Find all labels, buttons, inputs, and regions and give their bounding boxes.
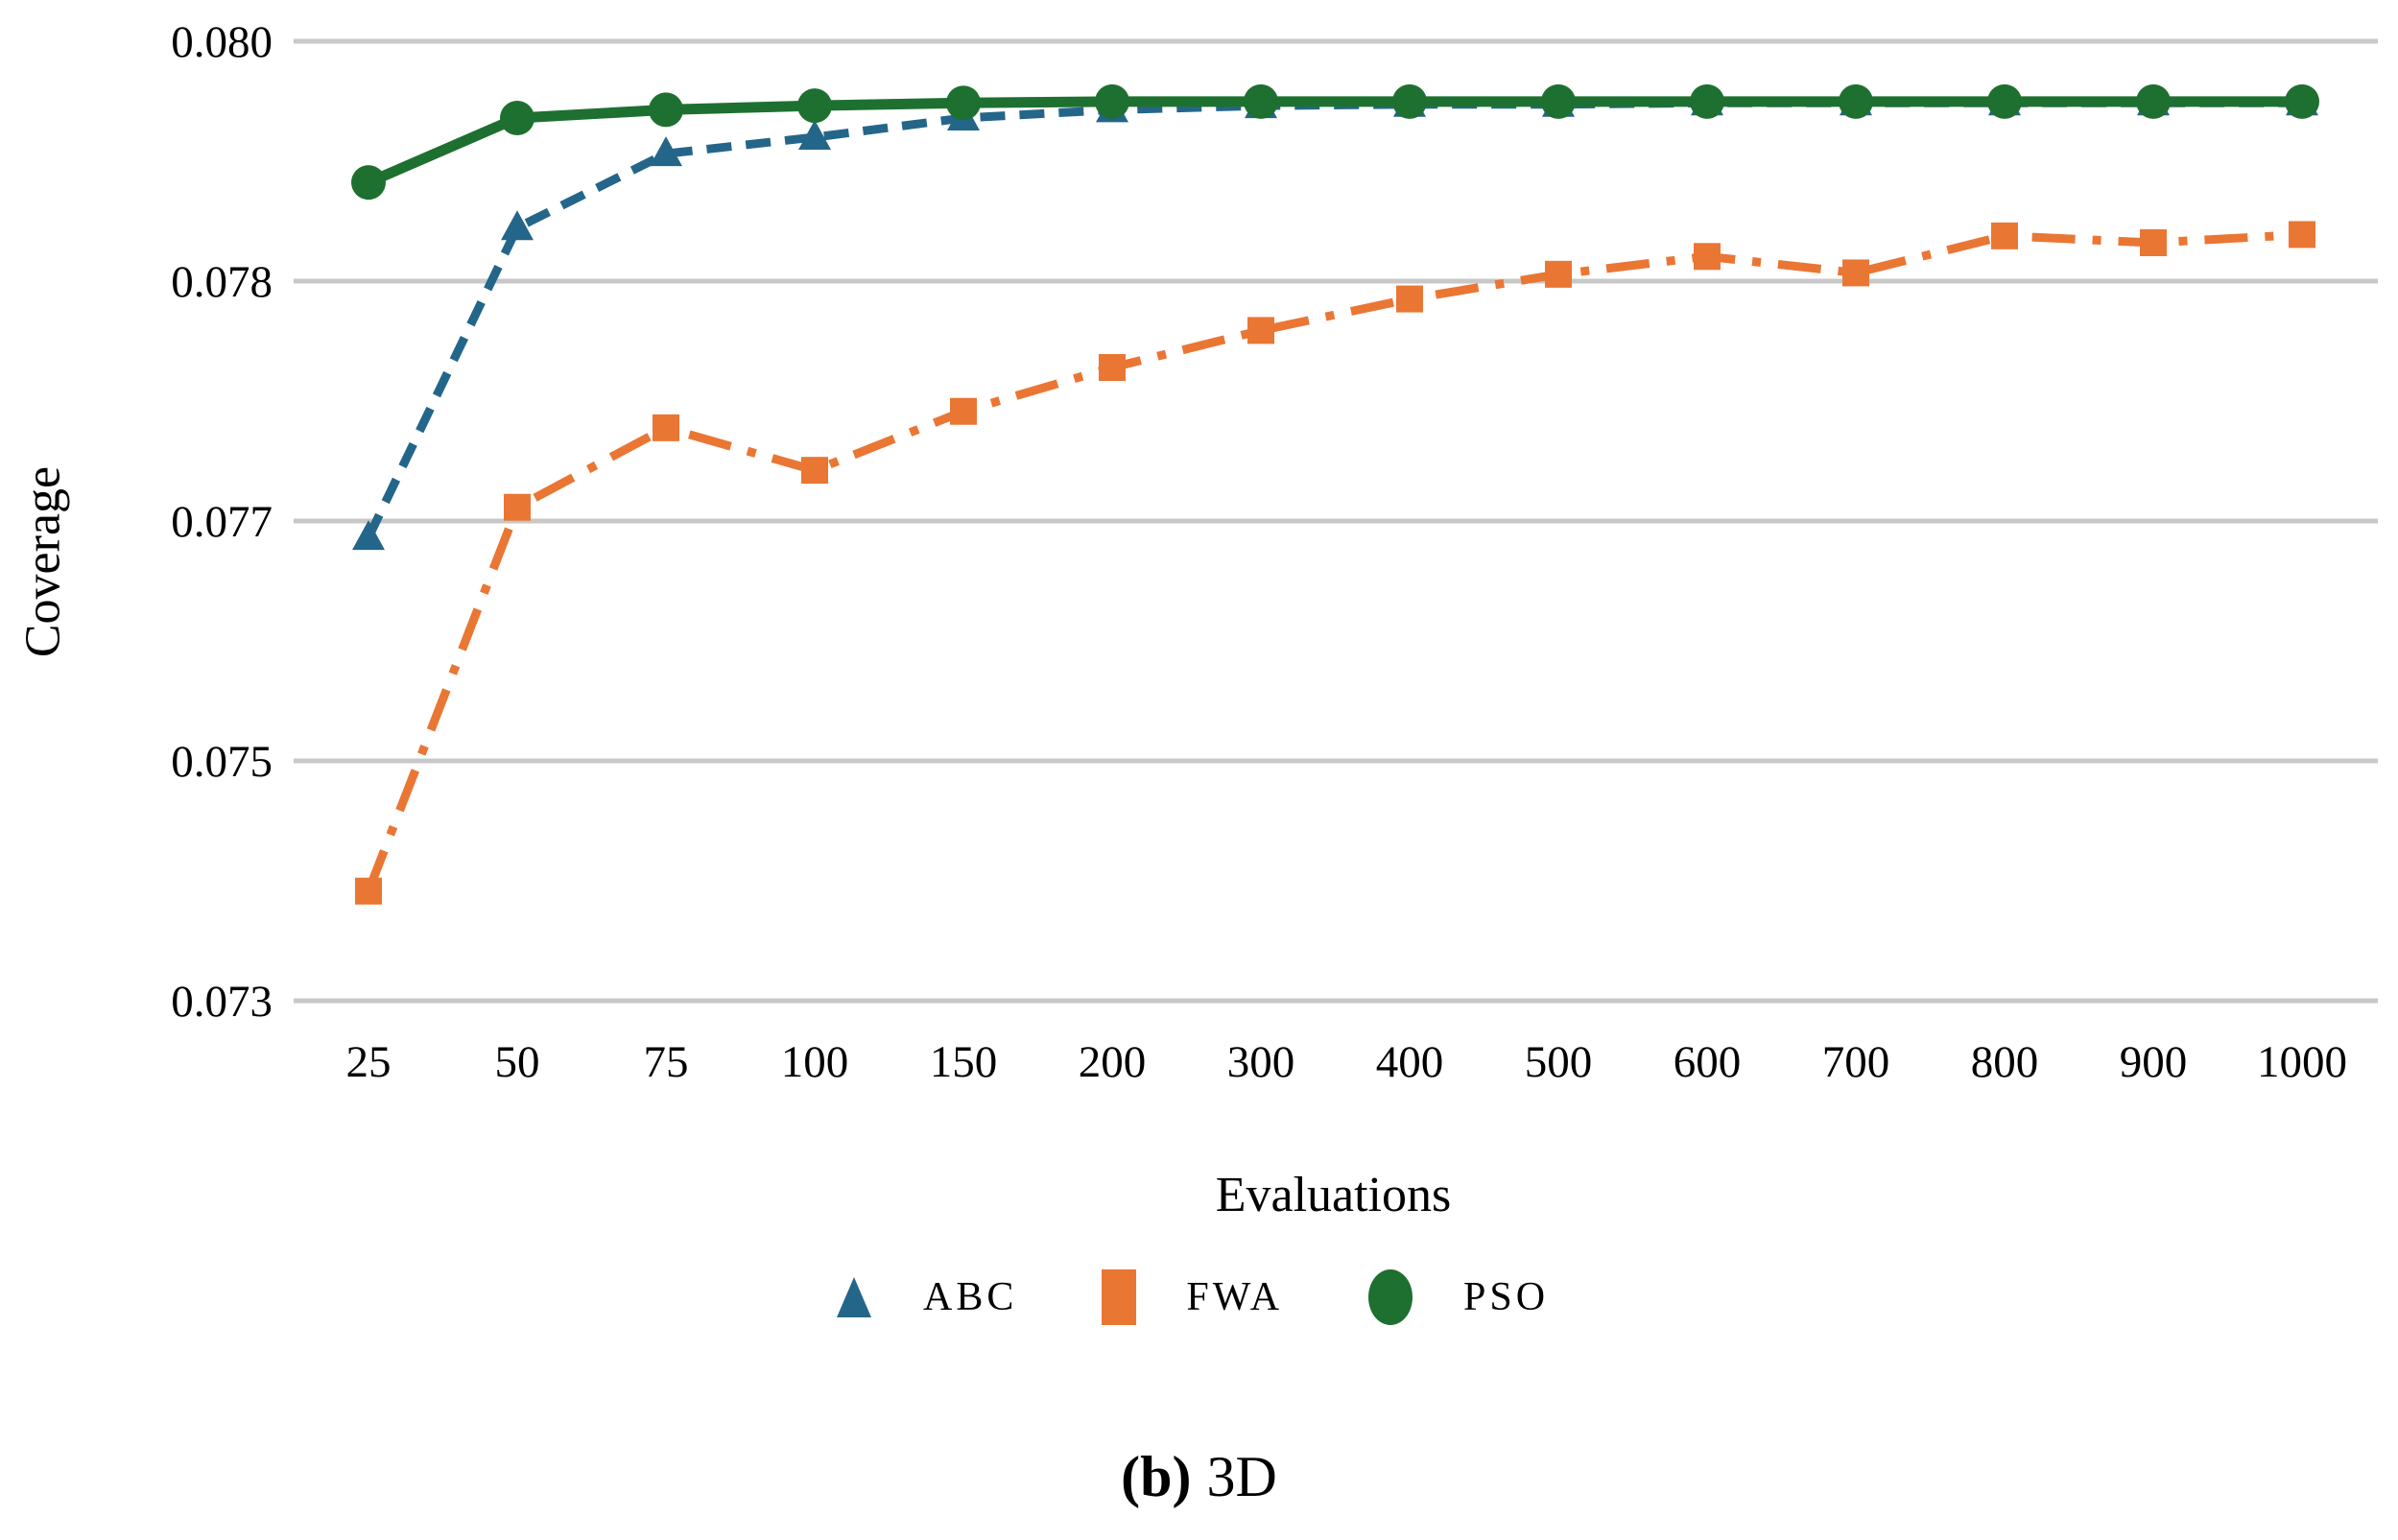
legend-item-abc: ABC: [835, 1274, 1017, 1320]
figure-caption: (b) 3D: [0, 1444, 2398, 1510]
pso-data-point: [1244, 83, 1278, 119]
y-tick-label: 0.080: [171, 17, 273, 67]
x-tick-label: 400: [1376, 1037, 1444, 1087]
legend: ABC FWA PSO: [835, 1268, 1549, 1326]
x-tick-label: 150: [930, 1037, 998, 1087]
x-tick-label: 75: [644, 1037, 689, 1087]
x-tick-label: 500: [1525, 1037, 1593, 1087]
x-tick-label: 600: [1674, 1037, 1742, 1087]
fwa-data-point: [2289, 221, 2315, 249]
abc-data-point: [798, 120, 831, 150]
caption-prefix: (b): [1121, 1445, 1192, 1508]
fwa-data-point: [1099, 354, 1126, 381]
x-axis-title-text: Evaluations: [1215, 1168, 1452, 1222]
fwa-data-point: [801, 457, 828, 485]
pso-data-point: [2285, 83, 2319, 119]
legend-item-fwa: FWA: [1102, 1269, 1283, 1325]
pso-data-point: [1690, 83, 1724, 119]
legend-label-pso: PSO: [1463, 1275, 1550, 1319]
x-tick-label: 900: [2120, 1037, 2188, 1087]
fwa-data-point: [1545, 260, 1572, 288]
x-tick-label: 100: [781, 1037, 849, 1087]
fwa-data-point: [2140, 229, 2167, 256]
legend-label-abc: ABC: [923, 1275, 1018, 1319]
pso-data-point: [500, 101, 534, 135]
fwa-data-point: [1842, 259, 1869, 287]
x-axis-title: Evaluations: [0, 1167, 2398, 1223]
abc-triangle-icon: [837, 1277, 871, 1317]
caption-text: 3D: [1206, 1445, 1277, 1508]
fwa-line: [364, 229, 2303, 893]
x-tick-label: 25: [346, 1037, 392, 1087]
x-tick-label: 800: [1971, 1037, 2039, 1087]
x-tick-label: 300: [1227, 1037, 1295, 1087]
abc-line: [364, 98, 2302, 540]
x-tick-label: 700: [1822, 1037, 1890, 1087]
fwa-data-point: [1396, 285, 1423, 313]
abc-data-point: [501, 210, 534, 241]
x-tick-label: 200: [1079, 1037, 1147, 1087]
y-axis-title: Coverage: [15, 465, 71, 658]
pso-data-point: [1987, 83, 2022, 119]
pso-data-point: [649, 92, 683, 128]
y-tick-label: 0.073: [171, 977, 273, 1027]
abc-data-point: [650, 136, 682, 167]
pso-data-point: [1541, 83, 1576, 119]
fwa-data-point: [1247, 317, 1274, 344]
pso-data-point: [1392, 83, 1427, 119]
pso-data-point: [946, 85, 981, 121]
legend-item-pso: PSO: [1367, 1268, 1549, 1326]
pso-line: [366, 96, 2302, 188]
legend-label-fwa: FWA: [1186, 1275, 1284, 1319]
pso-data-point: [1839, 83, 1873, 119]
y-tick-label: 0.075: [171, 737, 273, 787]
fwa-data-point: [950, 397, 977, 425]
pso-data-point: [2136, 83, 2171, 119]
abc-data-point: [352, 520, 385, 551]
y-tick-label: 0.078: [171, 257, 273, 307]
fwa-data-point: [653, 414, 679, 441]
fwa-data-point: [355, 877, 382, 905]
pso-data-point: [1095, 83, 1129, 119]
x-tick-label: 50: [495, 1037, 540, 1087]
fwa-data-point: [1991, 222, 2018, 249]
fwa-data-point: [504, 493, 531, 521]
x-tick-label: 1000: [2257, 1037, 2347, 1087]
y-tick-label: 0.077: [171, 497, 273, 547]
pso-data-point: [351, 165, 386, 201]
pso-circle-icon: [1368, 1269, 1413, 1325]
fwa-data-point: [1694, 243, 1721, 271]
fwa-square-icon: [1102, 1269, 1137, 1325]
pso-data-point: [797, 88, 832, 124]
